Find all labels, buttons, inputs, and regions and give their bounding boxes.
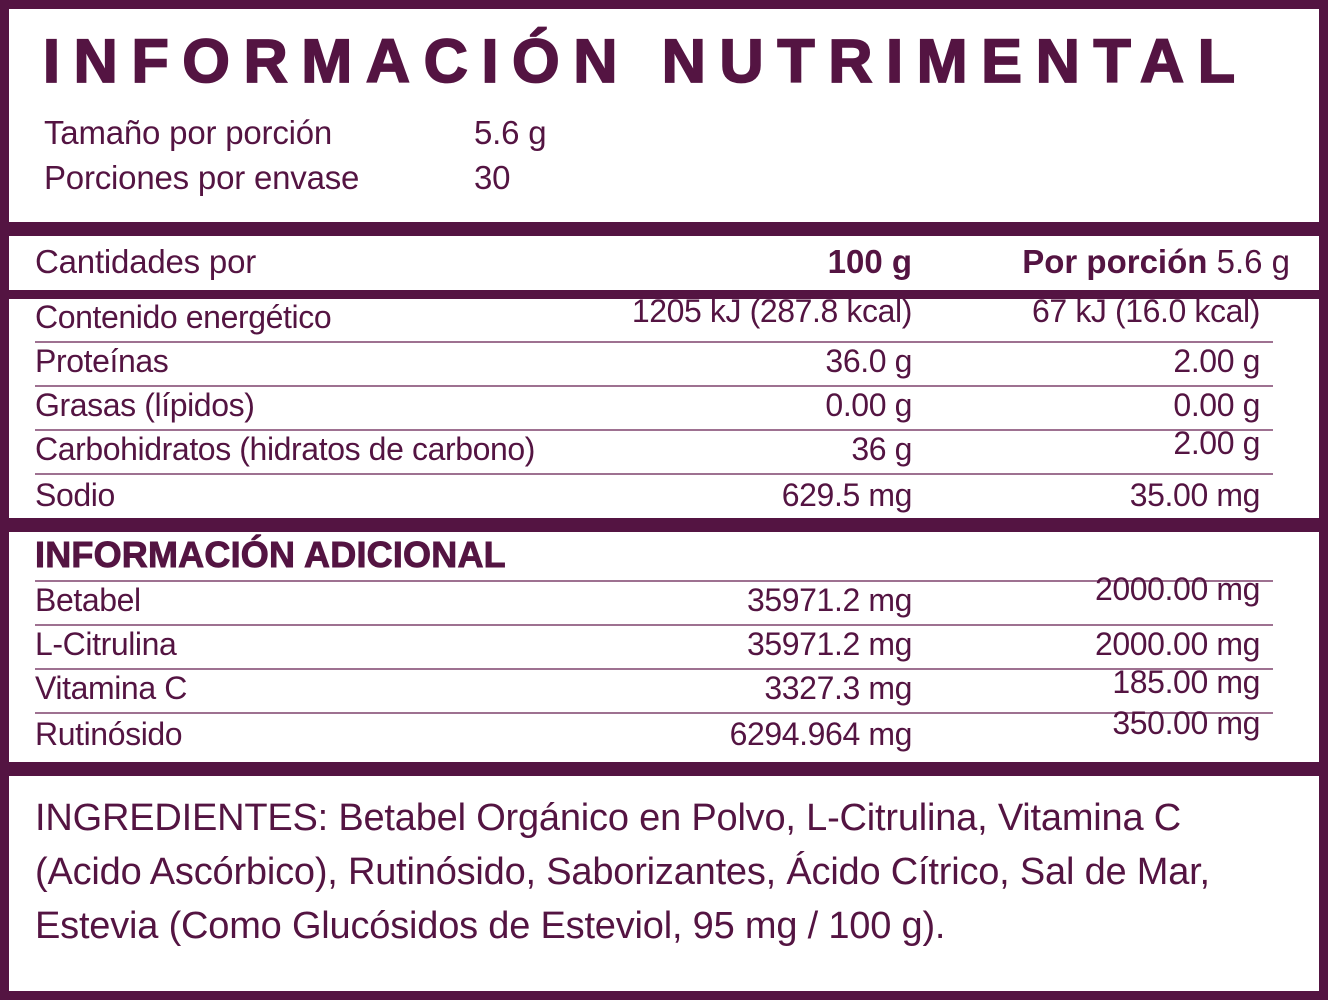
column-portion-header-value: 5.6 g: [1216, 243, 1290, 280]
value-per-100g: 35971.2 mg: [746, 582, 912, 618]
table-row: L-Citrulina 35971.2 mg 2000.00 mg: [35, 626, 1273, 670]
value-per-100g: 35971.2 mg: [746, 626, 912, 662]
servings-per-container-label: Porciones por envase: [44, 159, 360, 197]
value-per-100g: 3327.3 mg: [764, 670, 912, 706]
section-divider: [9, 222, 1319, 236]
value-per-portion: 2.00 g: [1173, 343, 1260, 379]
value-per-portion: 67 kJ (16.0 kcal): [1032, 293, 1260, 329]
servings-per-container-row: Porciones por envase 30: [35, 152, 1279, 197]
value-per-100g: 6294.964 mg: [729, 716, 913, 752]
table-row: Proteínas 36.0 g 2.00 g: [35, 343, 1273, 387]
nutrient-label: Proteínas: [35, 343, 169, 379]
value-per-portion: 185.00 mg: [1112, 664, 1260, 700]
nutrient-label: Carbohidratos (hidratos de carbono): [35, 431, 536, 467]
value-per-portion: 2000.00 mg: [1094, 571, 1260, 607]
section-divider: [9, 518, 1319, 532]
ingredient-label: L-Citrulina: [35, 626, 177, 662]
ingredients-text: INGREDIENTES: Betabel Orgánico en Polvo,…: [35, 797, 1210, 947]
label-header-section: INFORMACIÓN NUTRIMENTAL Tamaño por porci…: [9, 9, 1319, 222]
table-row: Vitamina C 3327.3 mg 185.00 mg: [35, 664, 1273, 714]
serving-size-row: Tamaño por porción 5.6 g: [35, 107, 1279, 152]
nutrient-label: Sodio: [35, 477, 115, 513]
value-per-100g: 629.5 mg: [781, 477, 913, 513]
table-row: Sodio 629.5 mg 35.00 mg: [35, 475, 1273, 519]
column-100g-header: 100 g: [827, 243, 912, 280]
ingredient-label: Vitamina C: [35, 670, 187, 706]
value-per-100g: 36 g: [851, 431, 912, 467]
ingredient-label: Rutinósido: [35, 716, 183, 752]
serving-size-label: Tamaño por porción: [44, 114, 333, 152]
column-portion-header-bold: Por porción: [1022, 243, 1208, 280]
table-header-rule: [9, 290, 1319, 299]
column-portion-header: Por porción 5.6 g: [1022, 243, 1290, 281]
nutrient-label: Grasas (lípidos): [35, 387, 255, 423]
ingredient-label: Betabel: [35, 582, 141, 618]
value-per-portion: 0.00 g: [1173, 387, 1260, 423]
table-row: Grasas (lípidos) 0.00 g 0.00 g: [35, 387, 1273, 431]
amounts-per-label: Cantidades por: [35, 243, 257, 280]
value-per-100g: 1205 kJ (287.8 kcal): [631, 293, 913, 329]
serving-info: Tamaño por porción 5.6 g Porciones por e…: [35, 107, 1279, 197]
table-row: Contenido energético 1205 kJ (287.8 kcal…: [35, 293, 1273, 343]
additional-info-section: INFORMACIÓN ADICIONAL Betabel 35971.2 mg…: [9, 532, 1319, 762]
table-row: Betabel 35971.2 mg 2000.00 mg: [35, 571, 1273, 626]
value-per-portion: 2.00 g: [1173, 425, 1260, 461]
additional-info-title: INFORMACIÓN ADICIONAL: [35, 534, 507, 576]
value-per-100g: 0.00 g: [825, 387, 912, 423]
serving-size-value: 5.6 g: [474, 114, 547, 152]
value-per-portion: 2000.00 mg: [1094, 626, 1260, 662]
label-title: INFORMACIÓN NUTRIMENTAL: [42, 26, 1249, 96]
nutrition-table-section: Cantidades por 100 g Por porción 5.6 g C…: [9, 236, 1319, 518]
value-per-100g: 36.0 g: [825, 343, 912, 379]
table-row: Carbohidratos (hidratos de carbono) 36 g…: [35, 425, 1273, 475]
ingredients-section: INGREDIENTES: Betabel Orgánico en Polvo,…: [9, 776, 1319, 991]
nutrient-label: Contenido energético: [35, 299, 332, 335]
value-per-portion: 350.00 mg: [1112, 705, 1260, 741]
table-row: Rutinósido 6294.964 mg 350.00 mg: [35, 705, 1273, 758]
additional-info-title-row: INFORMACIÓN ADICIONAL: [35, 532, 1273, 582]
servings-per-container-value: 30: [474, 159, 511, 197]
value-per-portion: 35.00 mg: [1129, 477, 1261, 513]
table-column-header: Cantidades por 100 g Por porción 5.6 g: [35, 236, 1290, 290]
section-divider: [9, 762, 1319, 776]
